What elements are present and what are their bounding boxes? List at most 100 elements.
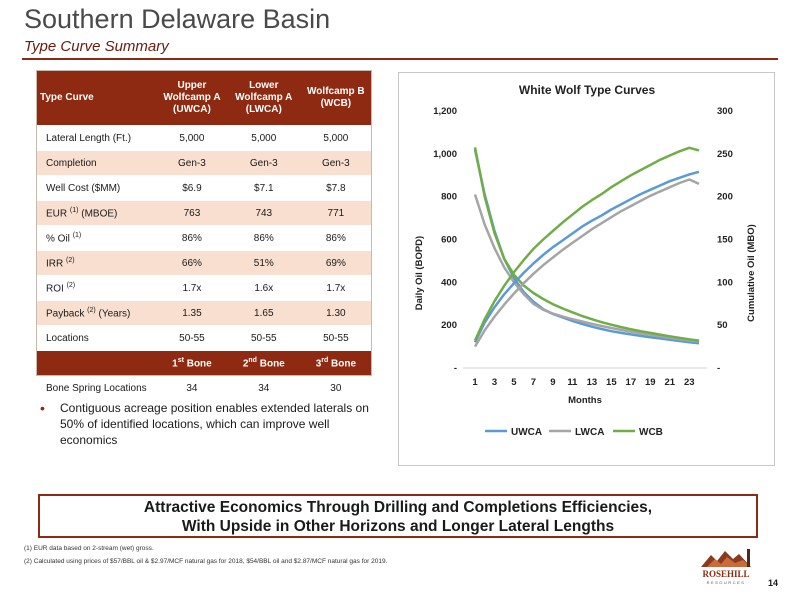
- table-cell: Gen-3: [227, 150, 300, 176]
- table-row: ROI (2) 1.7x 1.6x 1.7x: [36, 275, 372, 301]
- row-label-text: Payback: [46, 308, 85, 320]
- bone-text: Bone: [186, 358, 212, 370]
- footnote-ref: (2): [66, 256, 75, 264]
- table-cell: 34: [227, 375, 300, 401]
- row-label: EUR (1) (MBOE): [36, 200, 156, 226]
- bone-num: 1: [172, 358, 178, 370]
- y2-tick-label: 50: [717, 320, 728, 331]
- table-row: IRR (2) 66% 51% 69%: [36, 250, 372, 276]
- x-tick-label: 21: [664, 377, 675, 388]
- y2-axis-label: Cumulative Oil (MBO): [746, 224, 757, 322]
- page-title: Southern Delaware Basin: [24, 4, 331, 34]
- row-label: Completion: [36, 150, 156, 176]
- column-header-line: (UWCA): [173, 103, 211, 115]
- bullet-point: • Contiguous acreage position enables ex…: [40, 400, 380, 448]
- x-tick-label: 15: [606, 377, 617, 388]
- bone-num: 2: [242, 358, 249, 370]
- x-tick-label: 7: [531, 377, 536, 388]
- x-tick-label: 5: [511, 377, 517, 388]
- row-label: Well Cost ($MM): [36, 175, 156, 201]
- x-axis-ticks: 1 3 5 7 9 11 13 15 17 19 21 23: [472, 377, 694, 388]
- table-cell: 1.65: [227, 300, 300, 326]
- series-line-lwca-daily: [473, 194, 700, 343]
- column-header-line: (WCB): [320, 97, 352, 109]
- row-label: Lateral Length (Ft.): [36, 125, 156, 151]
- series-line-wcb-cumulative: [473, 146, 700, 342]
- y2-tick-label: 100: [717, 277, 733, 288]
- table-cell: 1.7x: [299, 275, 372, 301]
- table-row: Completion Gen-3 Gen-3 Gen-3: [36, 150, 372, 176]
- logo-hills-icon: [707, 557, 751, 567]
- bone-ordinal: nd: [248, 356, 257, 364]
- table-cell: $7.8: [299, 175, 372, 201]
- row-label: Locations: [36, 325, 156, 351]
- y2-tick-label: 250: [717, 149, 733, 160]
- row-label: % Oil (1): [36, 225, 156, 251]
- series-line-lwca-cumulative: [473, 178, 700, 348]
- logo-wordmark: ROSEHILL: [702, 569, 749, 579]
- table-cell: 1.6x: [227, 275, 300, 301]
- footnote-ref: (1): [72, 231, 82, 239]
- row-label-suffix: (MBOE): [81, 208, 118, 220]
- row-label: Bone Spring Locations: [36, 375, 156, 401]
- table-cell: 66%: [156, 250, 228, 276]
- logo-derrick-icon: [747, 549, 750, 567]
- x-tick-label: 1: [472, 377, 478, 388]
- table-row: Well Cost ($MM) $6.9 $7.1 $7.8: [36, 175, 372, 201]
- table-cell: 743: [227, 200, 300, 226]
- table-cell: 30: [299, 375, 372, 401]
- legend-label: LWCA: [575, 427, 604, 438]
- y-tick-label: -: [454, 363, 457, 374]
- table-cell: 1.7x: [156, 275, 228, 301]
- table-cell: [36, 350, 156, 376]
- legend-label: UWCA: [511, 427, 542, 438]
- chart-title: White Wolf Type Curves: [519, 83, 656, 97]
- table-cell: Gen-3: [299, 150, 372, 176]
- bullet-icon: •: [40, 400, 45, 416]
- column-header-line: (LWCA): [245, 103, 282, 115]
- footnote-1: (1) EUR data based on 2-stream (wet) gro…: [24, 545, 154, 552]
- table-cell: 50-55: [299, 325, 372, 351]
- right-axis-ticks: - 50 100 150 200 250 300: [717, 106, 733, 374]
- table-cell: 5,000: [299, 125, 372, 151]
- footnote-ref: (2): [87, 306, 96, 314]
- table-cell: 771: [299, 200, 372, 226]
- table-cell: 763: [156, 200, 228, 226]
- chart-panel: White Wolf Type Curves - 200 400 600 800 1,00…: [398, 72, 775, 466]
- y-tick-label: 600: [441, 235, 457, 246]
- column-header-lwca: Lower Wolfcamp A (LWCA): [227, 70, 300, 126]
- type-curve-table: Type Curve Upper Wolfcamp A (UWCA) Lower…: [36, 70, 372, 401]
- x-tick-label: 11: [567, 377, 578, 388]
- y-tick-label: 800: [441, 192, 457, 203]
- row-label-text: ROI: [46, 283, 64, 295]
- series-line-uwca-cumulative: [473, 170, 700, 343]
- y-tick-label: 400: [441, 277, 457, 288]
- logo-subtext: RESOURCES: [707, 580, 746, 585]
- x-tick-label: 23: [684, 377, 695, 388]
- x-tick-label: 3: [492, 377, 497, 388]
- column-header-line: Upper: [177, 79, 207, 91]
- rosehill-logo: ROSEHILL RESOURCES: [701, 549, 751, 585]
- bone-text: Bone: [331, 358, 357, 370]
- title-divider: [22, 58, 778, 60]
- x-tick-label: 19: [645, 377, 656, 388]
- column-header-line: Wolfcamp A: [163, 91, 221, 103]
- footnote-ref: (1): [69, 206, 79, 214]
- row-label-text: IRR: [46, 258, 64, 270]
- table-cell: 50-55: [227, 325, 300, 351]
- table-cell: 69%: [299, 250, 372, 276]
- y-tick-label: 1,200: [433, 106, 457, 117]
- y-tick-label: 1,000: [433, 149, 457, 160]
- table-cell: 51%: [227, 250, 300, 276]
- y2-tick-label: 200: [717, 192, 733, 203]
- x-tick-label: 13: [587, 377, 598, 388]
- bullet-text: Contiguous acreage position enables exte…: [60, 401, 369, 447]
- table-row: Bone Spring Locations 34 34 30: [36, 375, 372, 401]
- bone-ordinal: rd: [321, 356, 329, 364]
- footnote-2: (2) Calculated using prices of $57/BBL o…: [24, 558, 388, 565]
- highlight-banner: Attractive Economics Through Drilling an…: [38, 494, 758, 538]
- table-cell: 1.35: [156, 300, 228, 326]
- table-cell: 34: [156, 375, 228, 401]
- bone-header-2nd: 2nd Bone: [227, 350, 300, 376]
- table-row: % Oil (1) 86% 86% 86%: [36, 225, 372, 251]
